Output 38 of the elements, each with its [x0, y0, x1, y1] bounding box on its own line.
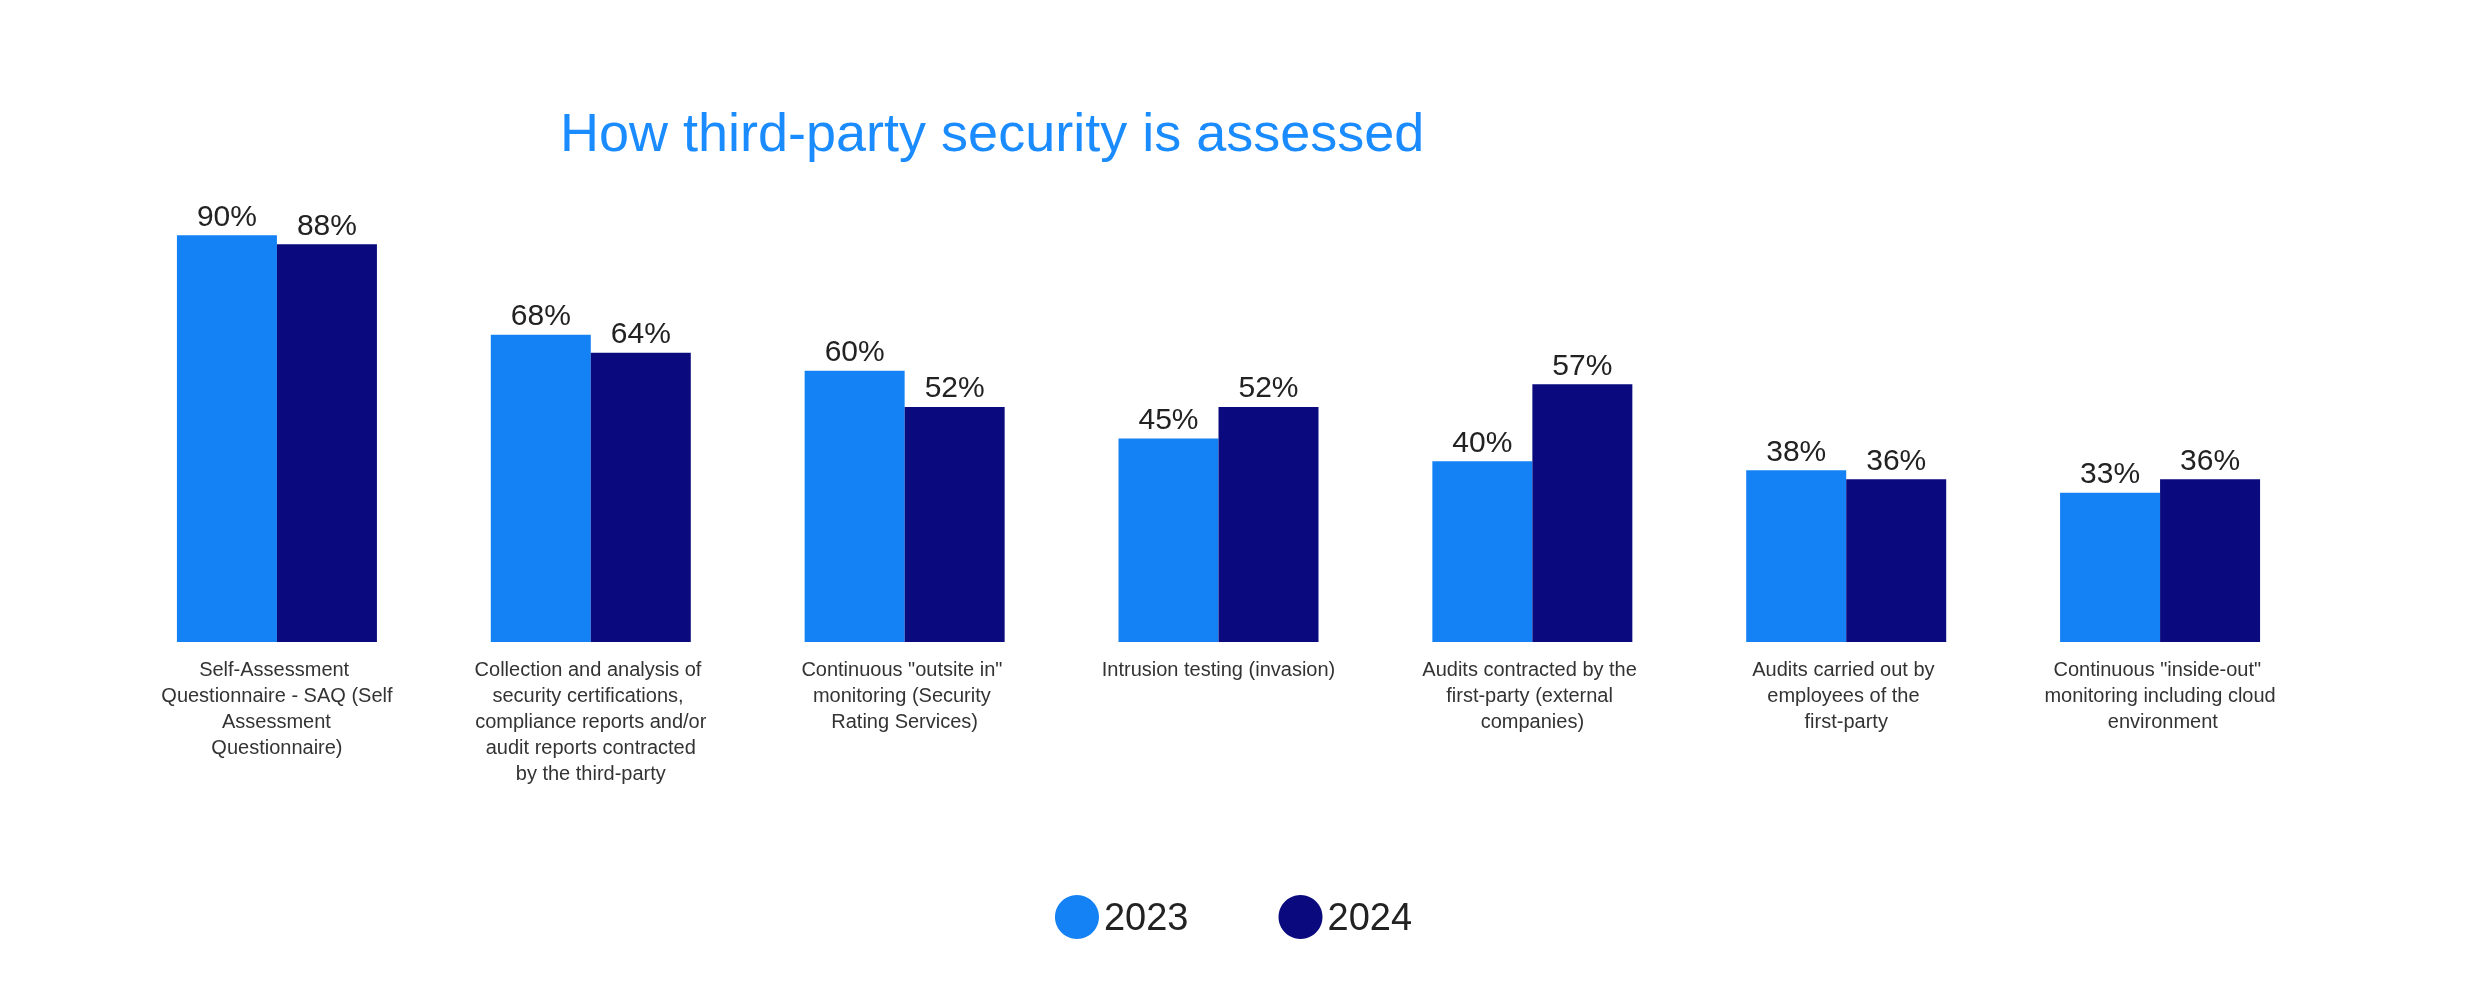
bar [1432, 461, 1533, 642]
bar [804, 370, 905, 642]
data-label: 57% [1552, 347, 1613, 381]
data-label: 36% [2180, 442, 2241, 476]
data-label: 52% [1238, 370, 1299, 404]
x-tick-label: Continuous "outsite in" monitoring (Security Rating Services) [801, 658, 1008, 732]
data-label: 45% [1138, 402, 1199, 436]
x-tick-label: Intrusion testing (invasion) [1101, 658, 1336, 680]
bar [1846, 479, 1947, 642]
data-label: 40% [1452, 424, 1513, 458]
data-label: 52% [924, 370, 985, 404]
data-label: 68% [510, 298, 571, 332]
bar [2160, 479, 2261, 642]
bar [2060, 492, 2161, 642]
x-tick-label: Continuous "inside-out" monitoring including cloud environment [2044, 658, 2276, 732]
bar [904, 406, 1005, 642]
chart-title: How third-party security is assessed [560, 102, 1425, 162]
bar [590, 352, 691, 642]
x-tick-label: Audits contracted by the first-party (external companies) [1422, 658, 1643, 732]
bar [1746, 470, 1847, 642]
legend-label: 2023 [1103, 896, 1189, 938]
data-label: 33% [2080, 456, 2141, 490]
bar [1532, 384, 1633, 642]
data-label: 64% [610, 316, 671, 350]
data-label: 60% [824, 334, 885, 368]
bar [1218, 406, 1319, 642]
bar [1118, 438, 1219, 642]
x-tick-label: Audits carried out by employees of the first-party [1752, 658, 1941, 732]
bar [276, 244, 377, 642]
x-tick-label: Self-Assessment Questionnaire - SAQ (Self Assessment Questionnaire) [161, 658, 393, 758]
data-label: 36% [1866, 442, 1927, 476]
bar [176, 235, 277, 642]
data-label: 90% [196, 198, 257, 232]
bar [490, 334, 591, 642]
legend-label: 2024 [1327, 896, 1413, 938]
data-label: 38% [1766, 433, 1827, 467]
data-label: 88% [296, 207, 357, 241]
x-tick-label: Collection and analysis of security certifications, compliance reports and/or audit reports contracted by the third-party [474, 658, 707, 784]
